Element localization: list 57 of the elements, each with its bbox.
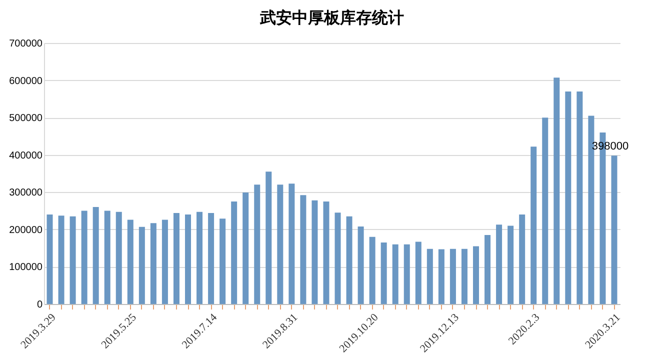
bar [231, 201, 238, 304]
y-tick-label: 100000 [9, 262, 43, 274]
bar [288, 184, 295, 304]
bar [104, 210, 110, 304]
bar [473, 246, 479, 304]
bar [565, 91, 572, 304]
bar [162, 220, 168, 304]
bar [508, 226, 514, 304]
y-tick-label: 700000 [9, 38, 43, 50]
bar [173, 213, 180, 304]
bar [334, 212, 341, 304]
bar [415, 242, 422, 304]
bar [300, 195, 306, 304]
bar [92, 207, 99, 304]
y-tick-label: 600000 [9, 76, 43, 87]
bar [530, 146, 537, 304]
chart-title: 武安中厚板库存统计 [259, 8, 404, 27]
bar [461, 248, 468, 304]
bar [254, 184, 260, 304]
bar [438, 249, 444, 304]
bar [312, 200, 318, 304]
bar [496, 224, 502, 304]
y-tick-label: 200000 [9, 224, 43, 236]
bar [70, 216, 76, 304]
bar [611, 156, 618, 304]
bar [426, 248, 433, 304]
y-tick-label: 400000 [9, 150, 43, 162]
y-tick-label: 0 [36, 300, 43, 310]
bar [450, 248, 456, 304]
bar [242, 192, 249, 304]
bar [46, 214, 53, 304]
bar [404, 244, 410, 304]
bar [116, 212, 122, 304]
bar [150, 223, 156, 304]
bar [277, 184, 284, 304]
bar [519, 214, 526, 304]
bar [369, 236, 376, 304]
bar [358, 226, 364, 304]
bar [127, 220, 134, 304]
bar [58, 216, 64, 304]
bar [196, 212, 203, 304]
bar [81, 210, 88, 304]
bar [576, 91, 583, 304]
bar [392, 244, 398, 304]
y-tick-label: 500000 [9, 113, 43, 124]
bar [484, 235, 491, 304]
bar [346, 216, 352, 304]
bar [208, 213, 214, 304]
bar [220, 218, 226, 304]
bar [185, 214, 191, 304]
bar [323, 201, 330, 304]
y-tick-label: 300000 [9, 188, 43, 199]
bar [380, 242, 387, 304]
bar [542, 118, 548, 304]
bar [554, 78, 560, 304]
bar [138, 226, 145, 304]
bar [266, 172, 272, 304]
